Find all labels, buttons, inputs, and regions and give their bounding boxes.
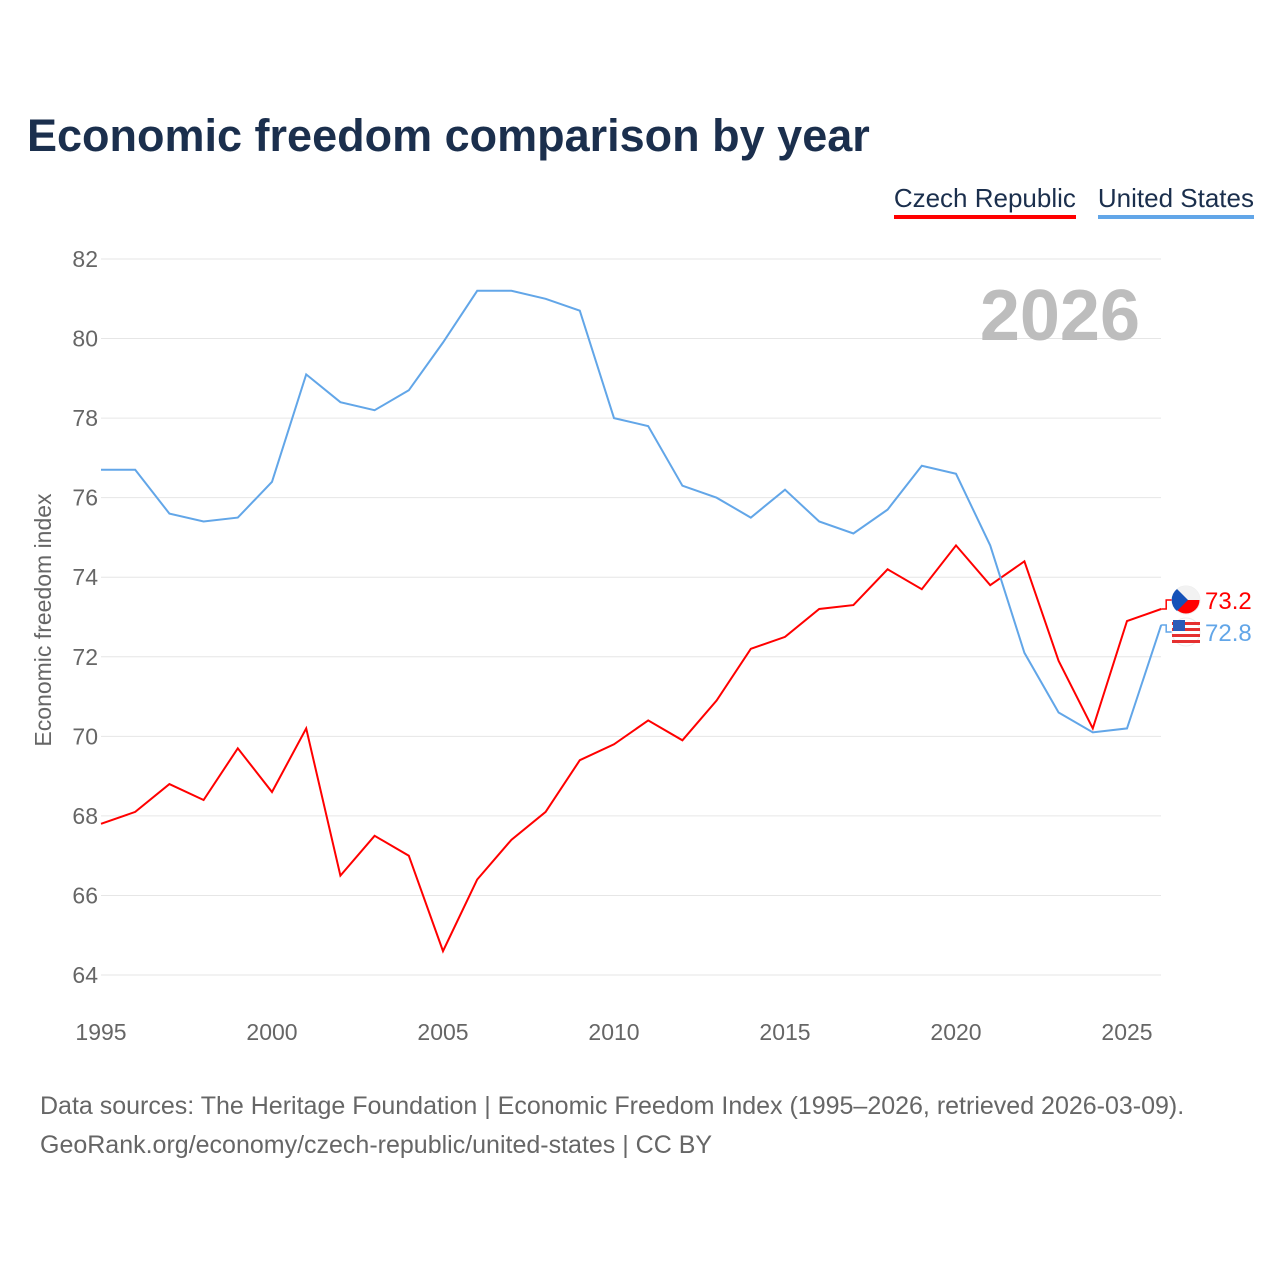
y-tick-label: 78 <box>72 405 98 431</box>
flag-stripe <box>1172 622 1200 625</box>
x-tick-label: 1995 <box>75 1019 126 1045</box>
x-tick-label: 2005 <box>417 1019 468 1045</box>
y-tick-label: 74 <box>72 564 98 590</box>
footer-link[interactable]: GeoRank.org/economy/czech-republic/unite… <box>40 1131 713 1159</box>
legend-czech-republic[interactable]: Czech Republic <box>893 183 1076 219</box>
end-connector <box>1161 624 1174 633</box>
y-tick-label: 72 <box>72 644 98 670</box>
legend: Czech Republic United States <box>893 183 1254 219</box>
y-tick-label: 64 <box>72 962 98 988</box>
watermark-year: 2026 <box>980 276 1140 356</box>
y-tick-label: 76 <box>72 485 98 511</box>
end-connector <box>1161 599 1174 610</box>
y-tick-label: 82 <box>72 246 98 272</box>
x-tick-label: 2025 <box>1101 1019 1152 1045</box>
flag-stripe <box>1172 634 1200 637</box>
y-tick-label: 68 <box>72 803 98 829</box>
end-value-label: 73.2 <box>1205 588 1252 615</box>
x-tick-label: 2010 <box>588 1019 639 1045</box>
x-tick-label: 2000 <box>246 1019 297 1045</box>
flag-canton <box>1173 620 1185 631</box>
chart-title: Economic freedom comparison by year <box>27 110 870 161</box>
end-value-label: 72.8 <box>1205 620 1252 647</box>
x-tick-label: 2015 <box>759 1019 810 1045</box>
y-tick-label: 66 <box>72 882 98 908</box>
y-axis-label: Economic freedom index <box>30 493 56 747</box>
y-tick-label: 70 <box>72 723 98 749</box>
flag-stripe <box>1172 640 1200 643</box>
flag-stripe <box>1172 628 1200 631</box>
series-line-1[interactable] <box>101 289 1163 734</box>
series-line-0[interactable] <box>100 543 1162 954</box>
footer-sources: Data sources: The Heritage Foundation | … <box>40 1092 1185 1120</box>
y-tick-label: 80 <box>72 326 98 352</box>
footer: Data sources: The Heritage Foundation | … <box>40 1087 1184 1165</box>
x-tick-label: 2020 <box>930 1019 981 1045</box>
flag-part <box>1171 589 1188 611</box>
legend-united-states[interactable]: United States <box>1097 183 1254 219</box>
